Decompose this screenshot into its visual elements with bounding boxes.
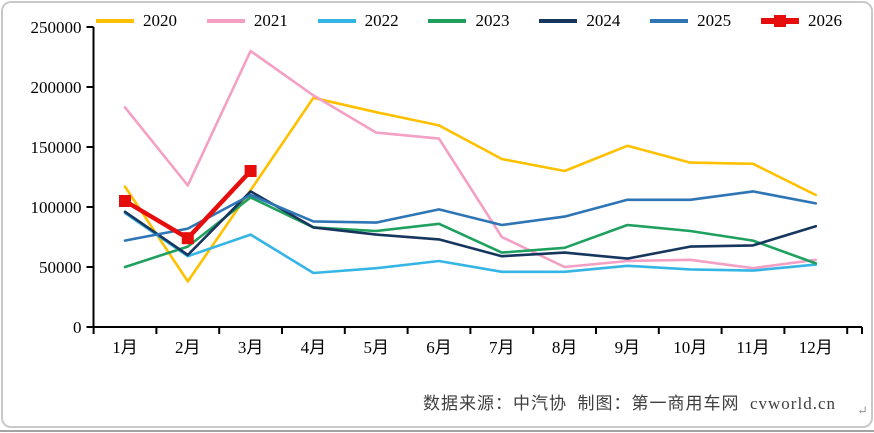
x-axis-label: 3月 bbox=[238, 338, 264, 357]
x-axis-label: 8月 bbox=[552, 338, 578, 357]
legend: 2020 2021 2022 2023 2024 2025 2026 bbox=[96, 9, 842, 33]
legend-item-2024: 2024 bbox=[539, 11, 620, 31]
legend-item-2021: 2021 bbox=[206, 11, 288, 31]
x-axis-label: 4月 bbox=[301, 338, 327, 357]
legend-swatch-icon bbox=[317, 19, 356, 23]
data-point-marker bbox=[244, 165, 257, 177]
legend-swatch-icon bbox=[428, 19, 467, 23]
y-axis-label: 100000 bbox=[31, 198, 82, 217]
x-axis-label: 11月 bbox=[736, 338, 769, 357]
legend-label: 2021 bbox=[253, 11, 288, 30]
series-2026 bbox=[119, 165, 257, 245]
data-point-marker bbox=[181, 232, 194, 245]
legend-square-marker-icon bbox=[773, 15, 786, 27]
legend-item-2023: 2023 bbox=[428, 11, 509, 31]
y-axis-label: 250000 bbox=[31, 18, 82, 37]
legend-swatch-icon bbox=[206, 19, 245, 23]
y-axis-label: 150000 bbox=[31, 138, 82, 157]
legend-label: 2022 bbox=[364, 11, 399, 30]
legend-item-2025: 2025 bbox=[650, 11, 731, 31]
series-2024 bbox=[123, 190, 818, 260]
data-point-marker bbox=[119, 195, 131, 207]
legend-label: 2026 bbox=[807, 11, 842, 30]
axes: 0 50000 100000 150000 200000 250000 1月 2月 3月 4月 5月… bbox=[31, 18, 863, 357]
x-axis-label: 2月 bbox=[175, 338, 201, 357]
y-axis-label: 0 bbox=[73, 318, 82, 337]
x-axis-label: 9月 bbox=[615, 338, 641, 357]
footer-caption: 数据来源：中汽协 制图：第一商用车网 cvworld.cn bbox=[422, 394, 836, 413]
series-2022 bbox=[123, 211, 818, 275]
x-axis-label: 10月 bbox=[673, 338, 707, 357]
x-axis-label: 6月 bbox=[426, 338, 452, 357]
legend-swatch-icon bbox=[760, 15, 799, 27]
x-axis-label: 5月 bbox=[363, 338, 389, 357]
series-2025 bbox=[123, 190, 818, 242]
legend-item-2022: 2022 bbox=[317, 11, 399, 31]
legend-item-2020: 2020 bbox=[96, 11, 177, 31]
x-axis-label: 7月 bbox=[489, 338, 515, 357]
y-axis-label: 200000 bbox=[31, 78, 82, 97]
y-axis-label: 50000 bbox=[39, 258, 82, 277]
series-2023 bbox=[123, 196, 818, 269]
x-axis-label: 12月 bbox=[799, 338, 833, 357]
legend-label: 2020 bbox=[143, 11, 177, 30]
legend-item-2026: 2026 bbox=[760, 11, 842, 31]
paragraph-mark-icon: ↵ bbox=[857, 403, 868, 418]
legend-swatch-icon bbox=[539, 19, 578, 23]
legend-label: 2024 bbox=[586, 11, 621, 30]
plot-area: 0 50000 100000 150000 200000 250000 1月 2月 3月 4月 5月… bbox=[31, 18, 863, 357]
line-chart: 0 50000 100000 150000 200000 250000 1月 2月 3月 4月 5月… bbox=[31, 18, 863, 357]
x-axis-label: 1月 bbox=[112, 338, 138, 357]
legend-swatch-icon bbox=[650, 19, 689, 23]
series-2021 bbox=[123, 49, 818, 270]
window-bottom-edge bbox=[0, 430, 874, 432]
legend-label: 2023 bbox=[475, 11, 510, 30]
legend-label: 2025 bbox=[697, 11, 732, 30]
legend-swatch-icon bbox=[96, 19, 134, 23]
